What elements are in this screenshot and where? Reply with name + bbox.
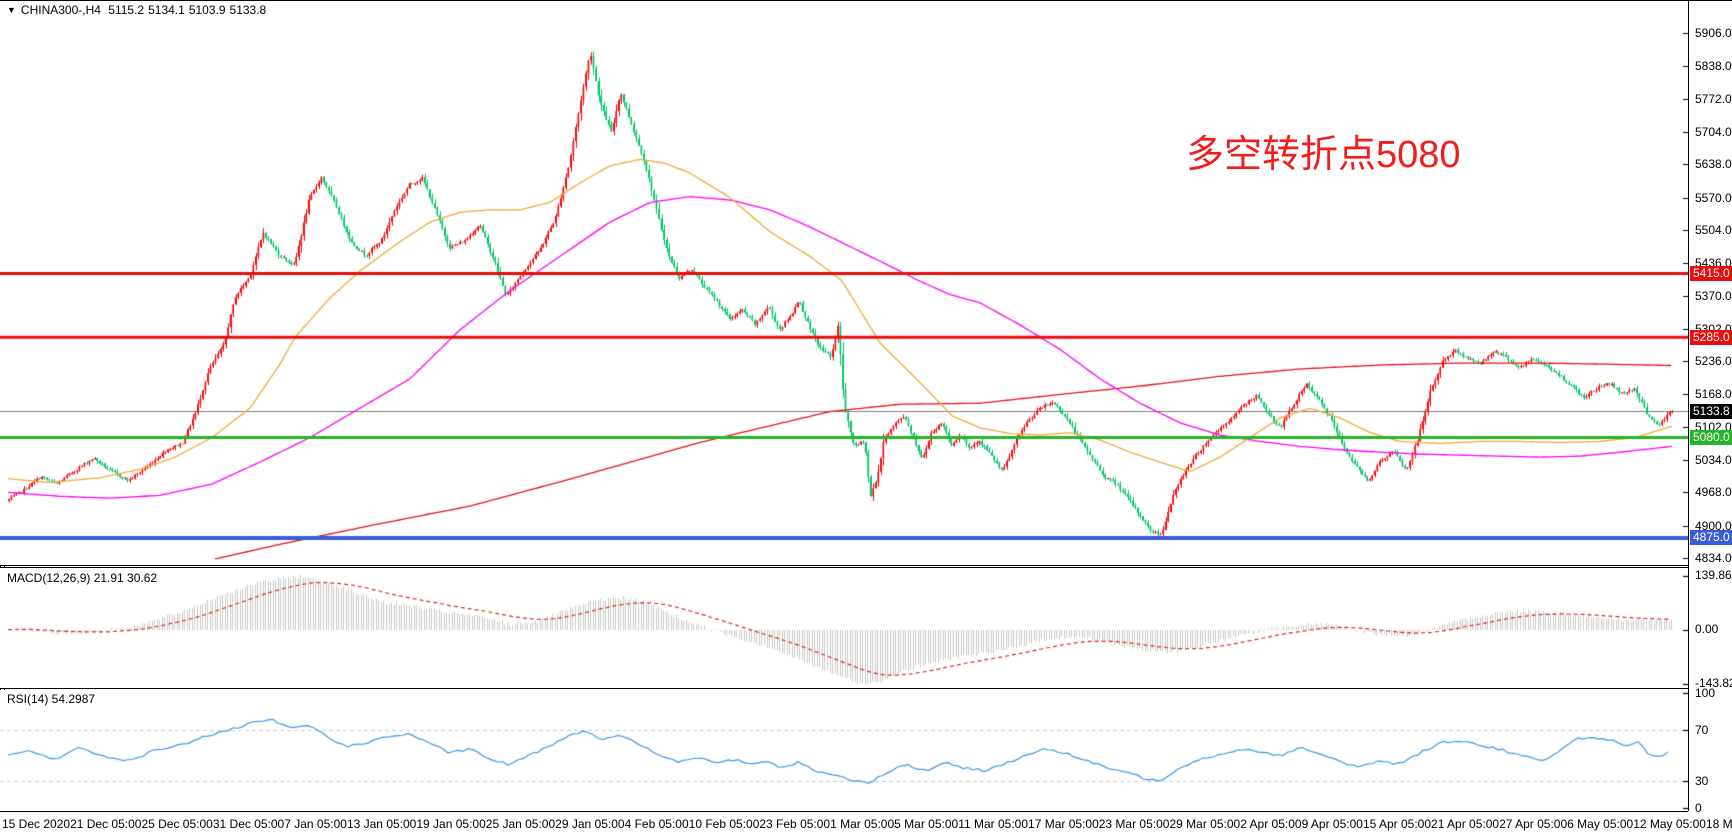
- price-tick-label: 5236.0: [1695, 354, 1732, 369]
- time-label: 15 Dec 2020: [2, 817, 71, 831]
- collapse-triangle-icon[interactable]: ▼: [7, 5, 16, 15]
- rsi-tick-label: 0: [1695, 801, 1702, 815]
- price-tag-5133-8: 5133.8: [1690, 403, 1732, 419]
- rsi-panel: RSI(14) 54.2987: [0, 690, 1688, 812]
- macd-panel: MACD(12,26,9) 21.91 30.62: [0, 567, 1688, 689]
- macd-tick-label: 0.00: [1695, 622, 1719, 636]
- price-tick-label: 4968.0: [1695, 485, 1732, 500]
- time-label: 23 Mar 05:00: [1098, 817, 1170, 831]
- time-label: 18 May 05:00: [1705, 817, 1732, 831]
- time-label: 10 Feb 05:00: [688, 817, 760, 831]
- annotation-text[interactable]: 多空转折点5080: [1186, 134, 1461, 176]
- price-tag-5080-0: 5080.0: [1690, 430, 1732, 446]
- time-label: 2 Apr 05:00: [1240, 817, 1302, 831]
- time-label: 9 Apr 05:00: [1301, 817, 1363, 831]
- time-label: 21 Dec 05:00: [70, 817, 142, 831]
- time-label: 29 Mar 05:00: [1169, 817, 1241, 831]
- price-tick-label: 5504.0: [1695, 222, 1732, 237]
- time-axis: 15 Dec 2020 21 Dec 05:00 25 Dec 05:00 31 De…: [2, 817, 1732, 831]
- time-label: 15 Apr 05:00: [1362, 817, 1432, 831]
- time-label: 4 Feb 05:00: [624, 817, 689, 831]
- high-value: 5134.1: [148, 3, 185, 17]
- price-tick-label: 4834.0: [1695, 551, 1732, 565]
- time-label: 19 Jan 05:00: [416, 817, 486, 831]
- time-label: 21 Apr 05:00: [1431, 817, 1500, 831]
- main-price-canvas[interactable]: [0, 1, 1688, 565]
- price-tick-label: 5838.0: [1695, 59, 1732, 74]
- main-chart-panel: ▼ CHINA300-,H4 5115.2 5134.1 5103.9 5133.8 多…: [0, 1, 1688, 566]
- time-label: 31 Dec 05:00: [212, 817, 285, 831]
- price-tag-5285-0: 5285.0: [1690, 329, 1732, 345]
- time-label: 6 May 05:00: [1567, 817, 1634, 831]
- price-tag-5415-0: 5415.0: [1690, 265, 1732, 281]
- time-label: 7 Jan 05:00: [284, 817, 347, 831]
- time-label: 5 Mar 05:00: [894, 817, 959, 831]
- price-tick-label: 5772.0: [1695, 91, 1732, 106]
- rsi-tick-label: 100: [1695, 686, 1716, 700]
- macd-canvas[interactable]: [0, 568, 1688, 688]
- time-label: 11 Mar 05:00: [958, 817, 1029, 831]
- time-label: 17 Mar 05:00: [1028, 817, 1099, 831]
- macd-label: MACD(12,26,9) 21.91 30.62: [7, 571, 158, 585]
- time-label: 12 May 05:00: [1633, 817, 1706, 831]
- rsi-tick-label: 70: [1695, 723, 1709, 737]
- time-label: 27 Apr 05:00: [1499, 817, 1568, 831]
- time-label: 23 Feb 05:00: [759, 817, 831, 831]
- price-tick-label: 5638.0: [1695, 157, 1732, 172]
- plot-column: ▼ CHINA300-,H4 5115.2 5134.1 5103.9 5133.8 多…: [0, 1, 1689, 812]
- price-tick-label: 5168.0: [1695, 387, 1732, 402]
- price-tick-label: 5906.0: [1695, 26, 1732, 40]
- price-tick-label: 5370.0: [1695, 288, 1732, 303]
- rsi-tick-label: 30: [1695, 774, 1709, 788]
- price-tick-label: 5704.0: [1695, 124, 1732, 139]
- time-label: 1 Mar 05:00: [830, 817, 895, 831]
- symbol-bar: ▼ CHINA300-,H4 5115.2 5134.1 5103.9 5133.8: [7, 3, 270, 17]
- time-label: 13 Jan 05:00: [346, 817, 417, 831]
- price-tag-4875-0: 4875.0: [1690, 530, 1732, 546]
- rsi-label: RSI(14) 54.2987: [7, 692, 96, 706]
- close-value: 5133.8: [229, 3, 267, 17]
- symbol-period-label: CHINA300-,H4: [20, 3, 101, 17]
- price-tick-label: 5034.0: [1695, 453, 1732, 468]
- price-tick-label: 5570.0: [1695, 190, 1732, 205]
- open-value: 5115.2: [108, 3, 145, 17]
- rsi-canvas[interactable]: [0, 690, 1688, 811]
- price-tick-label: 4900.0: [1695, 518, 1732, 533]
- macd-tick-label: 139.86: [1695, 568, 1732, 582]
- time-label: 29 Jan 05:00: [555, 817, 625, 831]
- time-label: 25 Dec 05:00: [141, 817, 213, 831]
- low-value: 5103.9: [188, 3, 226, 17]
- time-label: 25 Jan 05:00: [485, 817, 556, 831]
- macd-tick-label: -143.82: [1695, 676, 1732, 690]
